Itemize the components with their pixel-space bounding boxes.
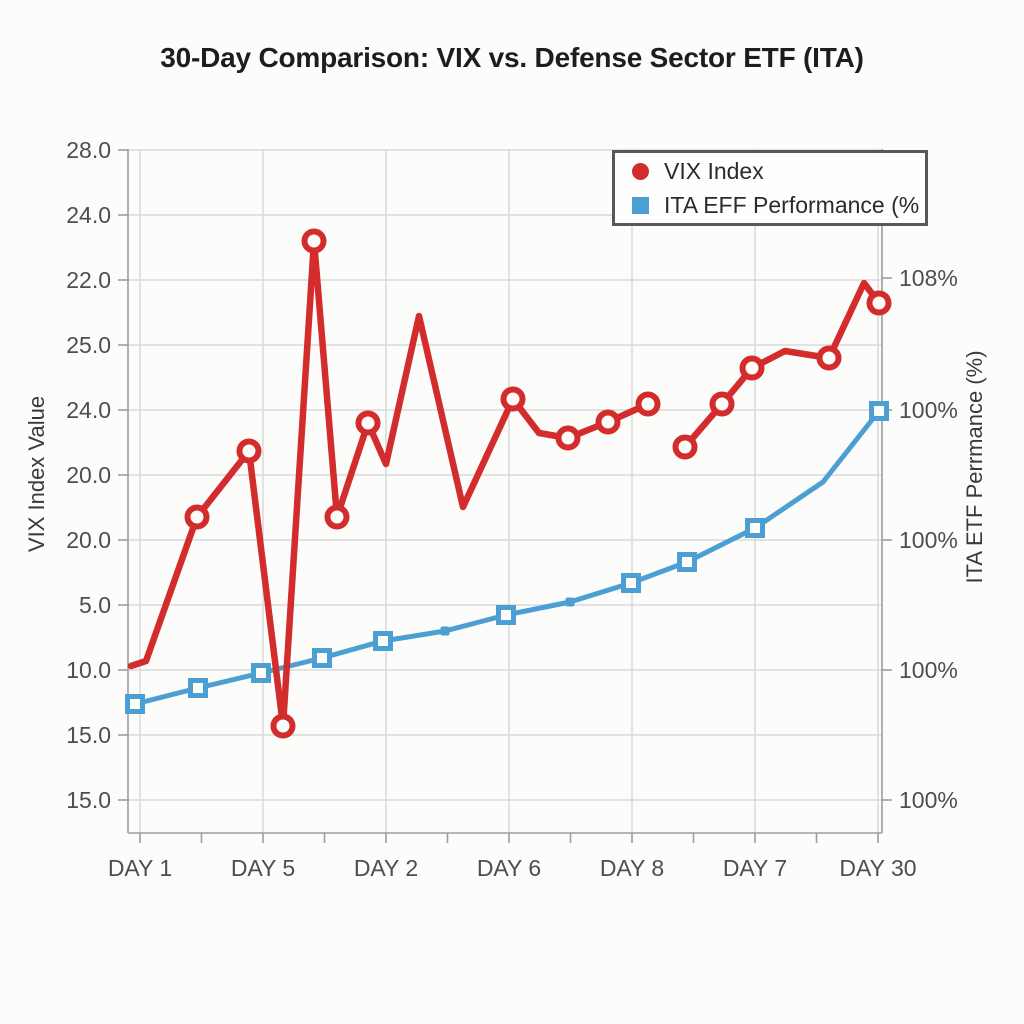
vix-marker <box>301 228 327 254</box>
ita-etf-marker <box>677 552 697 572</box>
vix-marker <box>555 425 581 451</box>
vix-marker <box>236 438 262 464</box>
left-axis-title: VIX Index Value <box>24 395 49 553</box>
left-axis-tick-label: 15.0 <box>66 787 111 813</box>
x-axis-tick-label: DAY 8 <box>600 855 664 881</box>
vix-marker <box>500 386 526 412</box>
ita-etf-marker <box>251 663 271 683</box>
left-axis-tick-label: 24.0 <box>66 202 111 228</box>
ita-etf-marker <box>125 694 145 714</box>
x-axis-tick-label: DAY 5 <box>231 855 295 881</box>
vix-marker <box>739 355 765 381</box>
vix-line <box>127 237 652 730</box>
chart-title: 30-Day Comparison: VIX vs. Defense Secto… <box>160 42 864 73</box>
vix-marker <box>324 504 350 530</box>
right-axis-tick-label: 100% <box>899 787 958 813</box>
left-axis-tick-label: 22.0 <box>66 267 111 293</box>
left-axis-tick-label: 28.0 <box>66 137 111 163</box>
ita-etf-marker <box>745 518 765 538</box>
vix-marker <box>595 409 621 435</box>
vix-line <box>681 279 883 451</box>
ita-legend-marker-icon <box>632 196 649 214</box>
ita-etf-marker <box>373 631 393 651</box>
x-axis-tick-label: DAY 30 <box>839 855 916 881</box>
right-axis-tick-label: 100% <box>899 527 958 553</box>
vix-marker <box>816 345 842 371</box>
ita-etf-marker <box>496 605 516 625</box>
ita-etf-marker <box>621 573 641 593</box>
left-axis-tick-label: 24.0 <box>66 397 111 423</box>
left-axis-tick-label: 15.0 <box>66 722 111 748</box>
vix-marker <box>270 713 296 739</box>
right-axis-tick-label: 100% <box>899 397 958 423</box>
ita-etf-minor-marker <box>565 597 575 607</box>
left-axis-tick-label: 10.0 <box>66 657 111 683</box>
right-axis-title: ITA ETF Perrmance (%) <box>962 350 987 584</box>
left-axis-tick-label: 5.0 <box>79 592 111 618</box>
vix-marker <box>866 290 892 316</box>
x-axis-tick-label: DAY 2 <box>354 855 418 881</box>
ita-etf-marker <box>312 648 332 668</box>
left-axis-tick-label: 20.0 <box>66 462 111 488</box>
vix-marker <box>635 391 661 417</box>
vix-marker <box>672 434 698 460</box>
ita-etf-marker <box>188 678 208 698</box>
vix-legend-marker-icon <box>632 162 649 180</box>
legend-label-vix: VIX Index <box>664 157 764 184</box>
left-axis-tick-label: 20.0 <box>66 527 111 553</box>
ita-etf-marker <box>869 401 889 421</box>
legend-item-ita: ITA EFF Performance (% <box>632 192 925 219</box>
right-axis-tick-label: 108% <box>899 265 958 291</box>
right-axis-tick-label: 100% <box>899 657 958 683</box>
x-axis-tick-label: DAY 7 <box>723 855 787 881</box>
vix-marker <box>355 410 381 436</box>
legend-item-vix: VIX Index <box>632 158 925 185</box>
vix-marker <box>709 391 735 417</box>
legend-label-ita: ITA EFF Performance (% <box>664 191 920 218</box>
vix-marker <box>184 504 210 530</box>
x-axis-tick-label: DAY 6 <box>477 855 541 881</box>
legend: VIX Index ITA EFF Performance (% <box>612 150 928 226</box>
x-axis-tick-label: DAY 1 <box>108 855 172 881</box>
ita-etf-minor-marker <box>440 626 450 636</box>
left-axis-tick-label: 25.0 <box>66 332 111 358</box>
